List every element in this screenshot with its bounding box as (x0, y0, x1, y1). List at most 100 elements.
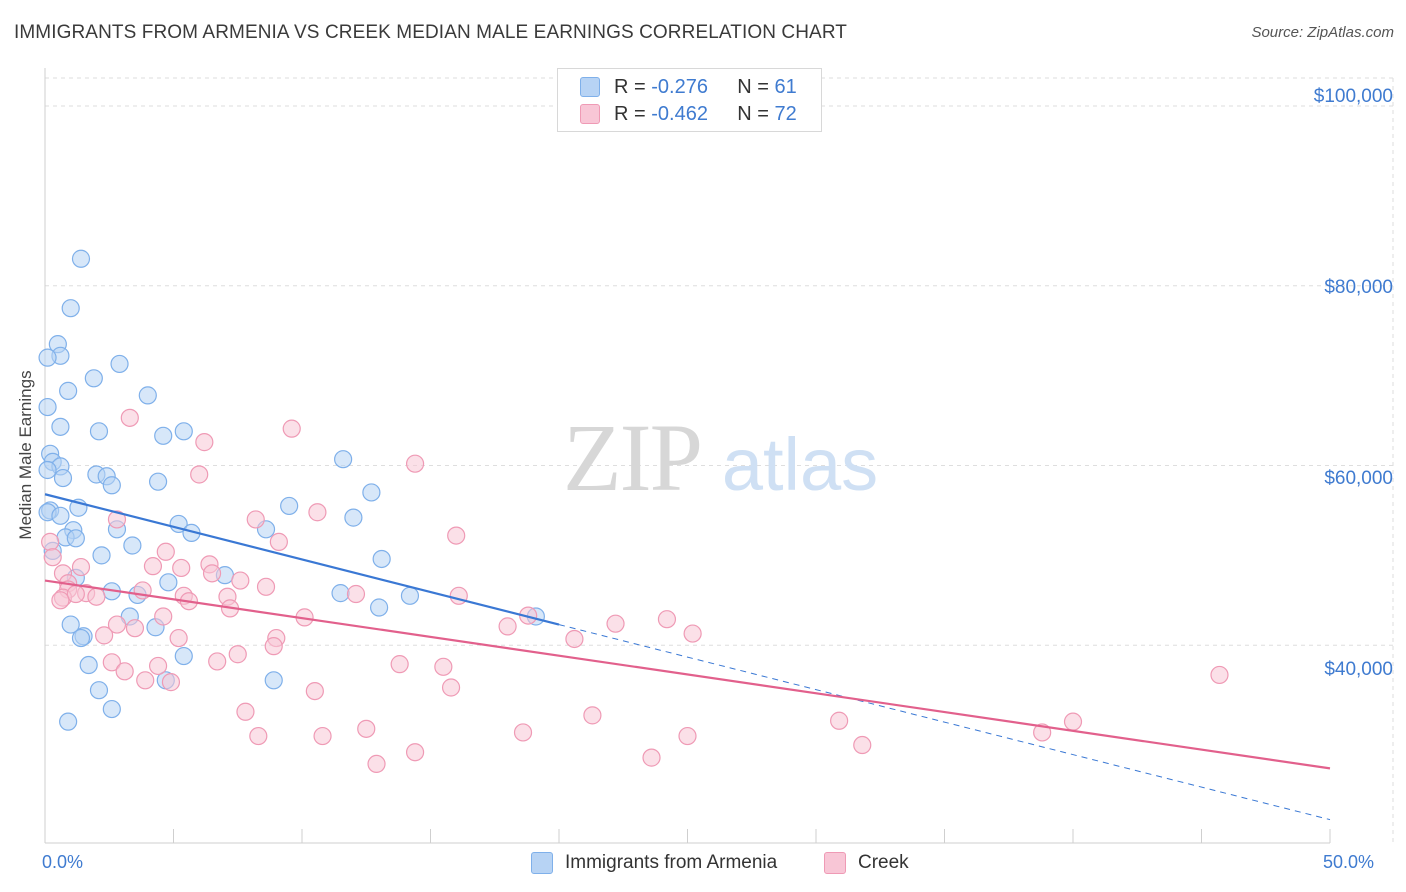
armenia-point (154, 426, 173, 445)
creek-trend-line (44, 579, 1331, 770)
blue-swatch (580, 77, 600, 97)
creek-point (95, 626, 114, 645)
n-label: N = (737, 102, 769, 125)
creek-point (143, 557, 163, 576)
creek-point (202, 564, 222, 583)
creek-point (282, 419, 301, 438)
creek-point (41, 532, 60, 551)
armenia-point (334, 450, 353, 469)
creek-point (195, 433, 214, 452)
armenia-point (123, 536, 142, 555)
y-tick-label: $40,000 (1324, 659, 1393, 680)
creek-point (678, 726, 697, 746)
creek-point (264, 637, 283, 656)
y-tick-label: $60,000 (1324, 468, 1393, 489)
armenia-point (89, 422, 109, 441)
creek-point (367, 754, 386, 774)
armenia-point (51, 506, 70, 525)
creek-point (498, 617, 517, 636)
creek-point (236, 702, 255, 721)
armenia-point (59, 712, 78, 731)
y-tick-label: $100,000 (1313, 86, 1393, 107)
creek-point (269, 532, 288, 551)
creek-point (246, 510, 265, 529)
legend-item-creek: Creek (824, 852, 909, 874)
creek-point (441, 678, 461, 697)
armenia-point (71, 249, 91, 268)
watermark-zip: ZIP (563, 404, 701, 511)
creek-point (102, 653, 121, 672)
creek-point (583, 706, 602, 725)
creek-point (434, 657, 453, 676)
creek-point (136, 671, 155, 690)
armenia-point (102, 699, 121, 719)
creek-point (115, 662, 134, 681)
creek-point (308, 503, 327, 522)
creek-point (405, 743, 425, 762)
creek-point (390, 655, 409, 674)
n-label: N = (737, 75, 769, 98)
armenia-point (92, 546, 111, 565)
creek-point (1210, 665, 1229, 685)
creek-point (830, 711, 849, 730)
armenia-point (38, 397, 57, 417)
armenia-trend-line (44, 493, 560, 626)
armenia-point (148, 472, 168, 491)
armenia-point (53, 468, 73, 488)
creek-point (1033, 723, 1052, 742)
armenia-point (38, 460, 57, 480)
creek-point (346, 584, 366, 604)
creek-point (657, 610, 677, 629)
legend-label: Immigrants from Armenia (565, 852, 778, 873)
creek-point (305, 681, 324, 701)
armenia-point (400, 586, 420, 605)
creek-point (208, 652, 227, 671)
n-value: 72 (774, 102, 797, 125)
armenia-point (71, 628, 91, 648)
armenia-point (331, 584, 350, 603)
armenia-point (174, 646, 193, 666)
armenia-trend-extension (558, 624, 1331, 821)
armenia-point (370, 598, 389, 617)
creek-point (169, 628, 188, 648)
x-tick-label: 0.0% (42, 852, 84, 872)
creek-point (313, 726, 332, 746)
armenia-point (110, 354, 129, 374)
creek-point (357, 719, 376, 738)
creek-point (231, 571, 250, 590)
armenia-point (38, 348, 57, 367)
creek-point (172, 558, 191, 578)
creek-point (51, 591, 70, 610)
armenia-point (61, 615, 80, 634)
legend-row-armenia: R = -0.276 N = 61 (580, 75, 797, 99)
armenia-point (79, 655, 98, 675)
armenia-point (264, 671, 283, 690)
r-value: -0.276 (651, 75, 708, 98)
armenia-point (372, 549, 391, 569)
armenia-point (84, 369, 103, 388)
creek-point (71, 557, 91, 577)
correlation-legend: R = -0.276 N = 61 R = -0.462 N = 72 (557, 68, 822, 132)
creek-point (66, 584, 85, 604)
creek-point (1063, 712, 1083, 731)
creek-point (87, 587, 106, 606)
armenia-point (66, 529, 85, 548)
armenia-point (280, 496, 299, 516)
pink-swatch (824, 852, 846, 874)
r-value: -0.462 (651, 102, 708, 125)
watermark-atlas: atlas (722, 423, 878, 506)
n-value: 61 (774, 75, 797, 98)
r-label: R = (614, 102, 646, 125)
creek-point (642, 748, 661, 767)
creek-point (107, 615, 127, 634)
source-label: Source: ZipAtlas.com (1251, 24, 1394, 41)
creek-point (148, 656, 168, 676)
creek-point (154, 607, 173, 626)
creek-point (606, 614, 625, 633)
armenia-point (51, 417, 70, 436)
creek-point (513, 723, 533, 742)
armenia-point (362, 483, 381, 502)
creek-point (683, 624, 702, 643)
creek-point (156, 542, 175, 561)
pink-swatch (580, 104, 600, 124)
